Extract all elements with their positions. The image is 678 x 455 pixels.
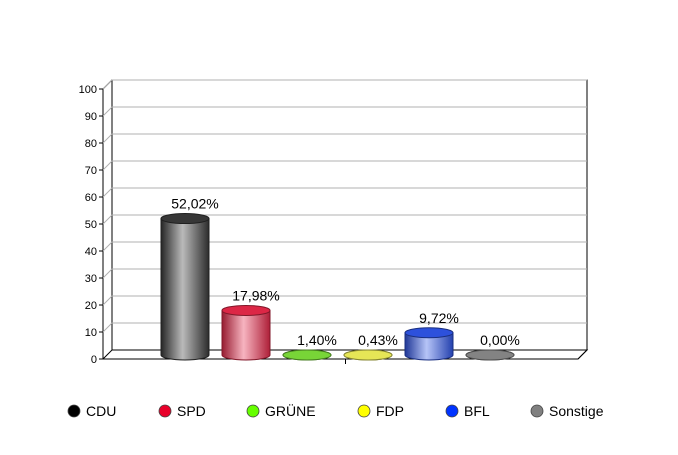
legend-item-cdu: CDU <box>67 403 116 419</box>
y-tick-label: 70 <box>85 165 97 177</box>
legend-label: SPD <box>177 403 206 419</box>
gridline <box>102 79 113 90</box>
bar-body <box>404 332 454 361</box>
legend-label: FDP <box>376 403 404 419</box>
value-label-bfl: 9,72% <box>419 310 459 326</box>
legend-item-fdp: FDP <box>357 403 404 419</box>
y-tick-label: 100 <box>79 84 97 96</box>
bar-spd <box>221 304 271 361</box>
bars <box>160 213 515 361</box>
gridline <box>102 160 113 171</box>
gridline <box>102 133 113 144</box>
value-label-sonstige: 0,00% <box>480 332 520 348</box>
legend-label: Sonstige <box>549 403 604 419</box>
legend-marker <box>357 404 371 418</box>
bar-sonstige <box>465 349 515 361</box>
gridline <box>102 106 113 117</box>
bar-top <box>282 349 332 361</box>
legend-item-bfl: BFL <box>445 403 490 419</box>
legend-marker <box>445 404 459 418</box>
legend-marker <box>158 404 172 418</box>
y-tick-label: 50 <box>85 219 97 231</box>
gridline <box>102 322 113 333</box>
value-label-cdu: 52,02% <box>171 196 218 212</box>
bar-bfl <box>404 327 454 361</box>
legend-item-spd: SPD <box>158 403 206 419</box>
bar-top <box>404 327 454 339</box>
bar-top <box>343 349 393 361</box>
value-label-fdp: 0,43% <box>358 332 398 348</box>
y-tick-label: 80 <box>85 138 97 150</box>
legend-item-grüne: GRÜNE <box>246 402 316 419</box>
legend-marker <box>67 404 81 418</box>
bar-cdu <box>160 213 210 361</box>
y-tick-label: 90 <box>85 111 97 123</box>
legend-label: BFL <box>464 403 490 419</box>
bar-body <box>160 218 210 361</box>
y-tick-label: 20 <box>85 300 97 312</box>
bar-body <box>221 309 271 361</box>
gridline <box>102 241 113 252</box>
legend-marker <box>530 404 544 418</box>
bar-fdp <box>343 349 393 361</box>
legend-item-sonstige: Sonstige <box>530 403 604 419</box>
y-tick-label: 10 <box>85 327 97 339</box>
y-tick-label: 60 <box>85 192 97 204</box>
legend: CDU SPD GRÜNE FDP BFL Sonstige <box>67 402 604 419</box>
legend-marker <box>246 404 260 418</box>
value-label-spd: 17,98% <box>232 287 279 303</box>
gridline <box>102 295 113 306</box>
legend-label: GRÜNE <box>265 402 316 419</box>
bar-top <box>160 213 210 225</box>
gridline <box>102 268 113 279</box>
gridline <box>102 214 113 225</box>
y-tick-label: 30 <box>85 273 97 285</box>
bar-top <box>465 349 515 361</box>
gridline <box>102 187 113 198</box>
legend-label: CDU <box>86 403 116 419</box>
bar-top <box>221 304 271 316</box>
value-labels: 52,02% 17,98% 1,40% 0,43% 9,72% 0,00% <box>171 196 520 348</box>
y-axis-ticks: 0 10 20 30 40 50 60 70 80 90 100 <box>79 84 103 366</box>
bar-grüne <box>282 349 332 361</box>
y-tick-label: 0 <box>91 354 97 366</box>
value-label-grüne: 1,40% <box>297 332 337 348</box>
y-tick-label: 40 <box>85 246 97 258</box>
frame-edge <box>577 349 588 360</box>
